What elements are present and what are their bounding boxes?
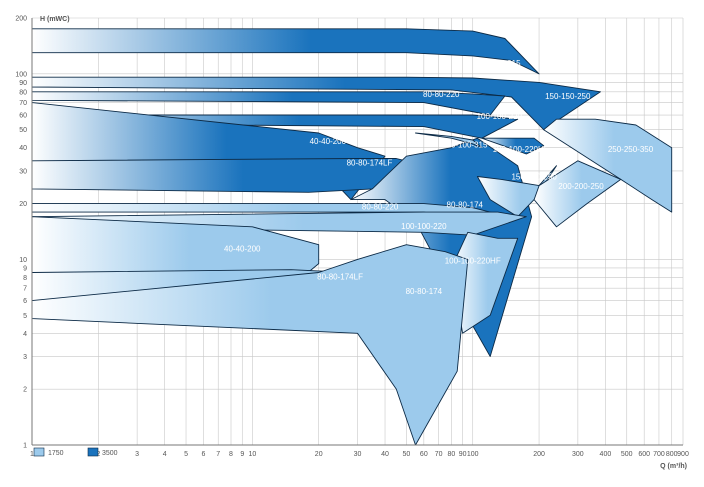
region-label: 80-80-174LF bbox=[317, 272, 363, 281]
pump-region bbox=[481, 137, 545, 155]
region-label: 100-100-220 bbox=[477, 112, 523, 121]
y-axis-title: H (mWC) bbox=[40, 16, 70, 23]
legend: 1750 3500 bbox=[33, 447, 118, 457]
region-label: 100-100-220 bbox=[401, 222, 447, 231]
region-label: 100-100-220HF bbox=[445, 257, 501, 266]
y-tick-label: 1 bbox=[23, 443, 27, 450]
x-tick-label: 500 bbox=[621, 451, 633, 458]
pump-region bbox=[415, 132, 483, 149]
legend-label: 3500 bbox=[102, 450, 118, 457]
x-tick-label: 1 bbox=[30, 451, 34, 458]
region-label: 80-80-174 bbox=[447, 201, 484, 210]
region-label: 40-40-200 bbox=[310, 137, 347, 146]
region-label: 80-80-220 bbox=[362, 202, 399, 211]
region-label: 100-100-315 bbox=[442, 141, 488, 150]
region-label: 150-150-250 bbox=[545, 92, 591, 101]
legend-swatch bbox=[33, 447, 45, 457]
x-tick-label: 700 bbox=[653, 451, 665, 458]
x-tick-label: 200 bbox=[533, 451, 545, 458]
region-label: 150-150-250 bbox=[511, 172, 557, 181]
y-tick-label: 2 bbox=[23, 387, 27, 394]
y-tick-label: 8 bbox=[23, 275, 27, 282]
x-tick-label: 80 bbox=[447, 451, 455, 458]
region-label: 80-80-220 bbox=[423, 90, 460, 99]
y-tick-label: 80 bbox=[19, 89, 27, 96]
y-tick-label: 30 bbox=[19, 168, 27, 175]
x-tick-label: 10 bbox=[248, 451, 256, 458]
region-label: 100-100-315 bbox=[475, 59, 521, 68]
x-tick-label: 8 bbox=[229, 451, 233, 458]
region-label: 250-250-350 bbox=[608, 145, 654, 154]
y-tick-label: 200 bbox=[15, 16, 27, 23]
pump-region bbox=[31, 91, 506, 116]
legend-label: 1750 bbox=[48, 450, 64, 457]
region-label: 40-40-200 bbox=[224, 245, 261, 254]
y-tick-label: 60 bbox=[19, 113, 27, 120]
x-tick-label: 2 bbox=[96, 451, 100, 458]
pump-regions bbox=[31, 28, 673, 446]
x-tick-label: 5 bbox=[184, 451, 188, 458]
x-tick-label: 40 bbox=[381, 451, 389, 458]
x-tick-label: 3 bbox=[135, 451, 139, 458]
x-tick-label: 90 bbox=[459, 451, 467, 458]
x-tick-label: 7 bbox=[216, 451, 220, 458]
region-label: 200-200-250 bbox=[558, 182, 604, 191]
region-label: 80-80-174 bbox=[406, 287, 443, 296]
y-tick-label: 100 bbox=[15, 71, 27, 78]
y-tick-label: 4 bbox=[23, 331, 27, 338]
y-tick-label: 90 bbox=[19, 80, 27, 87]
x-tick-label: 50 bbox=[402, 451, 410, 458]
y-tick-label: 70 bbox=[19, 100, 27, 107]
x-tick-label: 4 bbox=[163, 451, 167, 458]
y-tick-label: 9 bbox=[23, 265, 27, 272]
x-axis-title: Q (m³/h) bbox=[660, 463, 687, 470]
pump-region bbox=[533, 160, 622, 228]
x-tick-label: 900 bbox=[677, 451, 689, 458]
y-tick-label: 6 bbox=[23, 298, 27, 305]
x-tick-label: 100 bbox=[467, 451, 479, 458]
x-tick-label: 9 bbox=[240, 451, 244, 458]
pump-region bbox=[543, 118, 673, 213]
y-tick-label: 40 bbox=[19, 145, 27, 152]
y-tick-label: 5 bbox=[23, 313, 27, 320]
x-tick-label: 600 bbox=[638, 451, 650, 458]
pump-region bbox=[31, 28, 540, 75]
region-label: 80-80-174LF bbox=[347, 159, 393, 168]
x-tick-label: 60 bbox=[420, 451, 428, 458]
x-tick-label: 20 bbox=[315, 451, 323, 458]
region-label: 100-100-220HF bbox=[493, 145, 549, 154]
y-tick-label: 7 bbox=[23, 286, 27, 293]
y-tick-label: 3 bbox=[23, 354, 27, 361]
y-tick-label: 50 bbox=[19, 127, 27, 134]
x-tick-label: 800 bbox=[666, 451, 678, 458]
x-tick-label: 400 bbox=[600, 451, 612, 458]
x-tick-label: 30 bbox=[354, 451, 362, 458]
legend-swatch bbox=[87, 447, 99, 457]
y-tick-label: 20 bbox=[19, 201, 27, 208]
y-tick-label: 10 bbox=[19, 257, 27, 264]
x-tick-label: 70 bbox=[435, 451, 443, 458]
pump-region bbox=[31, 244, 469, 446]
x-tick-label: 300 bbox=[572, 451, 584, 458]
pump-region bbox=[31, 76, 601, 131]
x-tick-label: 6 bbox=[202, 451, 206, 458]
axes: 1 2 3 4 5 6 7 8 9 10 20 30 40 50 60 70 80 90 100 200 300 400 5… bbox=[15, 16, 689, 471]
region-labels: 100-100-315 150-150-250 80-80-220 100-100-2… bbox=[224, 59, 654, 296]
